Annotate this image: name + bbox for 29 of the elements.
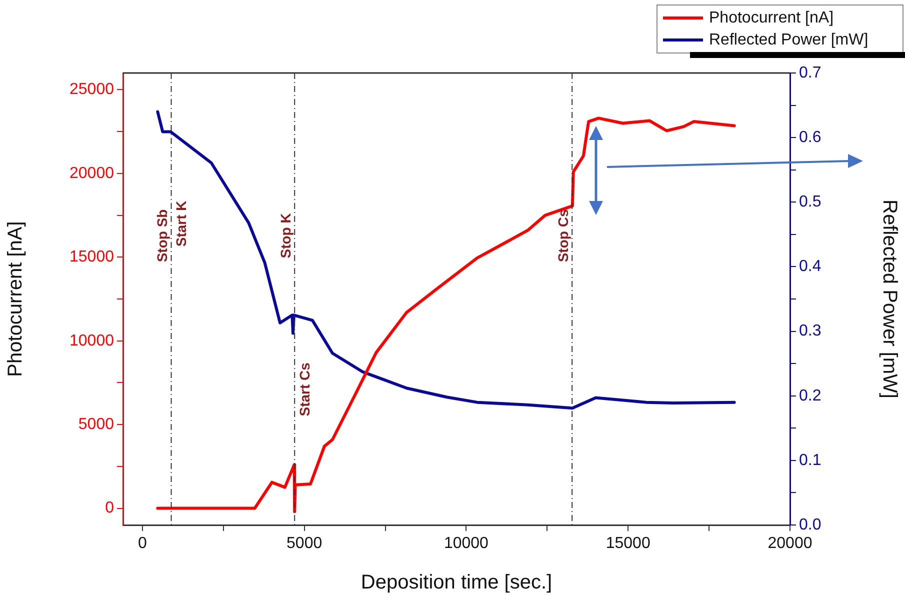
y-axis-title: Photocurrent [nA] — [4, 221, 27, 377]
y2-tick-label: 0.6 — [799, 128, 822, 146]
y-tick-label: 20000 — [70, 164, 114, 182]
y-tick-label: 5000 — [78, 416, 114, 433]
legend-label: Photocurrent [nA] — [709, 9, 834, 26]
x-axis-title: Deposition time [sec.] — [360, 572, 552, 594]
ref-line-label: Stop K — [278, 213, 294, 258]
y2-tick-label: 0.1 — [799, 452, 822, 469]
y2-tick-label: 0.5 — [799, 194, 822, 211]
y2-tick-label: 0.0 — [799, 516, 822, 534]
y2-tick-label: 0.2 — [799, 387, 822, 404]
y-tick-label: 10000 — [70, 332, 114, 350]
annotation: Start Cs — [296, 362, 313, 416]
x-tick-label: 20000 — [768, 535, 812, 552]
x-tick-label: 5000 — [286, 535, 322, 552]
x-tick-label: 0 — [138, 535, 147, 552]
y-tick-label: 0 — [105, 500, 114, 517]
y-tick-label: 25000 — [70, 81, 114, 98]
y2-tick-label: 0.4 — [799, 258, 822, 276]
ref-line-label: Stop Cs — [555, 209, 572, 262]
y-tick-label: 15000 — [70, 248, 114, 266]
x-tick-label: 15000 — [606, 535, 650, 552]
y2-axis-title: Reflected Power [mW] — [878, 200, 900, 398]
y2-tick-label: 0.3 — [799, 322, 822, 340]
x-tick-label: 10000 — [444, 535, 489, 552]
ref-line-label: Stop Sb — [154, 209, 170, 262]
annotation: Start K — [173, 200, 190, 247]
y2-tick-label: 0.7 — [799, 64, 822, 82]
legend-label: Reflected Power [mW] — [709, 31, 868, 48]
